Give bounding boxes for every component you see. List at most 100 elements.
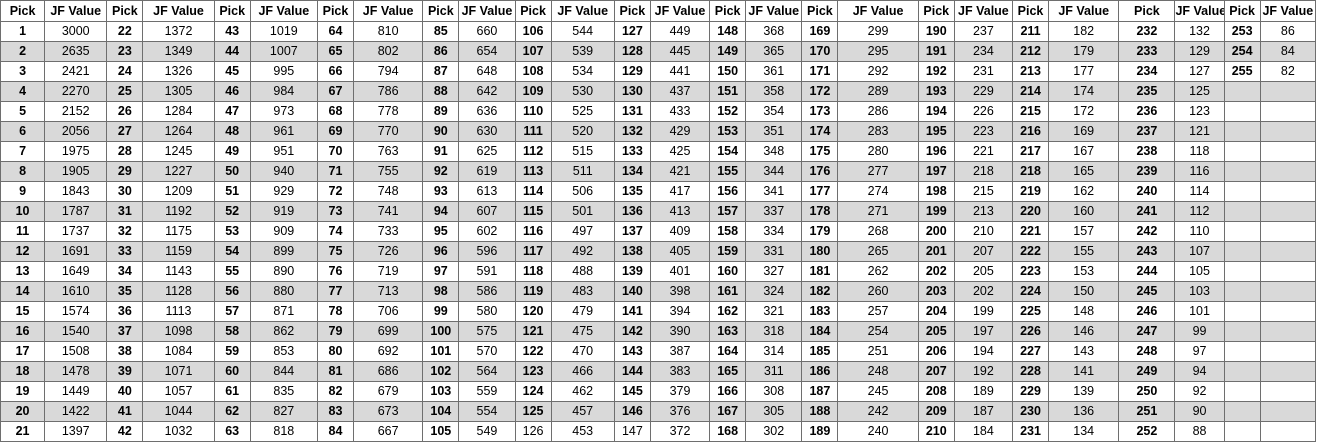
jf-value-cell: 2421 [44,61,108,82]
pick-cell [1223,381,1261,402]
pick-cell: 189 [801,421,839,442]
jf-value-cell: 1905 [44,161,108,182]
pick-cell: 141 [613,301,651,322]
jf-value-cell: 520 [550,121,615,142]
jf-value-cell: 179 [1048,41,1120,62]
pick-cell: 192 [917,61,955,82]
jf-value-cell: 673 [353,401,424,422]
pick-cell: 57 [213,301,251,322]
jf-value-cell: 425 [649,141,711,162]
jf-value-cell: 706 [353,301,424,322]
jf-value-cell: 308 [745,381,803,402]
pick-cell: 159 [709,241,747,262]
jf-value-cell: 973 [249,101,318,122]
pick-cell: 26 [106,101,144,122]
jf-value-cell: 94 [1174,361,1225,382]
pick-cell: 83 [316,401,355,422]
pick-cell: 154 [709,141,747,162]
pick-cell [1223,301,1261,322]
jf-value-cell: 466 [550,361,615,382]
pick-cell: 13 [0,261,46,282]
jf-value-cell: 564 [458,361,516,382]
jf-value-cell: 101 [1174,301,1225,322]
jf-value-cell: 162 [1048,181,1120,202]
pick-cell: 78 [316,301,355,322]
header-pick: Pick [422,0,460,22]
pick-cell: 116 [514,221,552,242]
jf-value-cell: 92 [1174,381,1225,402]
jf-value-cell: 103 [1174,281,1225,302]
jf-value-cell: 488 [550,261,615,282]
pick-cell: 42 [106,421,144,442]
jf-value-cell: 844 [249,361,318,382]
jf-value-cell: 995 [249,61,318,82]
jf-value-cell: 515 [550,141,615,162]
pick-cell: 99 [422,301,460,322]
pick-cell: 249 [1118,361,1176,382]
pick-cell: 206 [917,341,955,362]
jf-value-cell: 379 [649,381,711,402]
jf-value-cell: 174 [1048,81,1120,102]
table-row: 13 1649 34 1143 55 890 76 719 97 591 118 488 139 401 1… [0,261,1317,282]
pick-cell [1223,281,1261,302]
pick-cell: 202 [917,261,955,282]
pick-cell: 93 [422,181,460,202]
pick-cell: 226 [1011,321,1050,342]
jf-value-cell: 1192 [142,201,215,222]
header-jf-value: JF Value [1174,0,1225,22]
pick-cell: 1 [0,21,46,42]
pick-cell: 131 [613,101,651,122]
jf-value-cell [1259,121,1317,142]
pick-cell: 176 [801,161,839,182]
jf-value-cell [1259,161,1317,182]
pick-cell: 255 [1223,61,1261,82]
jf-value-cell: 625 [458,141,516,162]
jf-value-cell: 613 [458,181,516,202]
jf-value-cell: 575 [458,321,516,342]
jf-value-cell [1259,301,1317,322]
jf-value-cell: 341 [745,181,803,202]
jf-value-cell: 741 [353,201,424,222]
table-row: 12 1691 33 1159 54 899 75 726 96 596 117 492 138 405 1… [0,241,1317,262]
pick-cell: 109 [514,81,552,102]
pick-cell: 250 [1118,381,1176,402]
pick-cell: 180 [801,241,839,262]
jf-value-cell: 405 [649,241,711,262]
jf-value-cell: 231 [953,61,1013,82]
header-jf-value: JF Value [458,0,516,22]
pick-cell: 157 [709,201,747,222]
jf-value-cell: 1305 [142,81,215,102]
pick-cell: 166 [709,381,747,402]
jf-value-cell: 1610 [44,281,108,302]
pick-cell: 205 [917,321,955,342]
pick-cell: 46 [213,81,251,102]
pick-cell: 87 [422,61,460,82]
jf-value-cell: 940 [249,161,318,182]
pick-cell: 179 [801,221,839,242]
jf-value-cell: 3000 [44,21,108,42]
jf-value-cell: 726 [353,241,424,262]
jf-value-cell: 1349 [142,41,215,62]
jf-value-cell: 143 [1048,341,1120,362]
pick-cell: 171 [801,61,839,82]
jf-value-cell: 667 [353,421,424,442]
jf-value-cell: 1326 [142,61,215,82]
pick-cell [1223,421,1261,442]
pick-cell: 228 [1011,361,1050,382]
jf-value-cell [1259,361,1317,382]
jf-value-cell: 187 [953,401,1013,422]
header-jf-value: JF Value [249,0,318,22]
jf-value-cell: 229 [953,81,1013,102]
header-pick: Pick [213,0,251,22]
pick-cell: 245 [1118,281,1176,302]
pick-cell: 36 [106,301,144,322]
header-jf-value: JF Value [142,0,215,22]
jf-value-cell: 394 [649,301,711,322]
pick-cell: 148 [709,21,747,42]
jf-value-cell: 82 [1259,61,1317,82]
pick-cell: 55 [213,261,251,282]
jf-value-cell: 114 [1174,181,1225,202]
jf-value-cell: 327 [745,261,803,282]
jf-value-cell: 470 [550,341,615,362]
pick-cell: 34 [106,261,144,282]
